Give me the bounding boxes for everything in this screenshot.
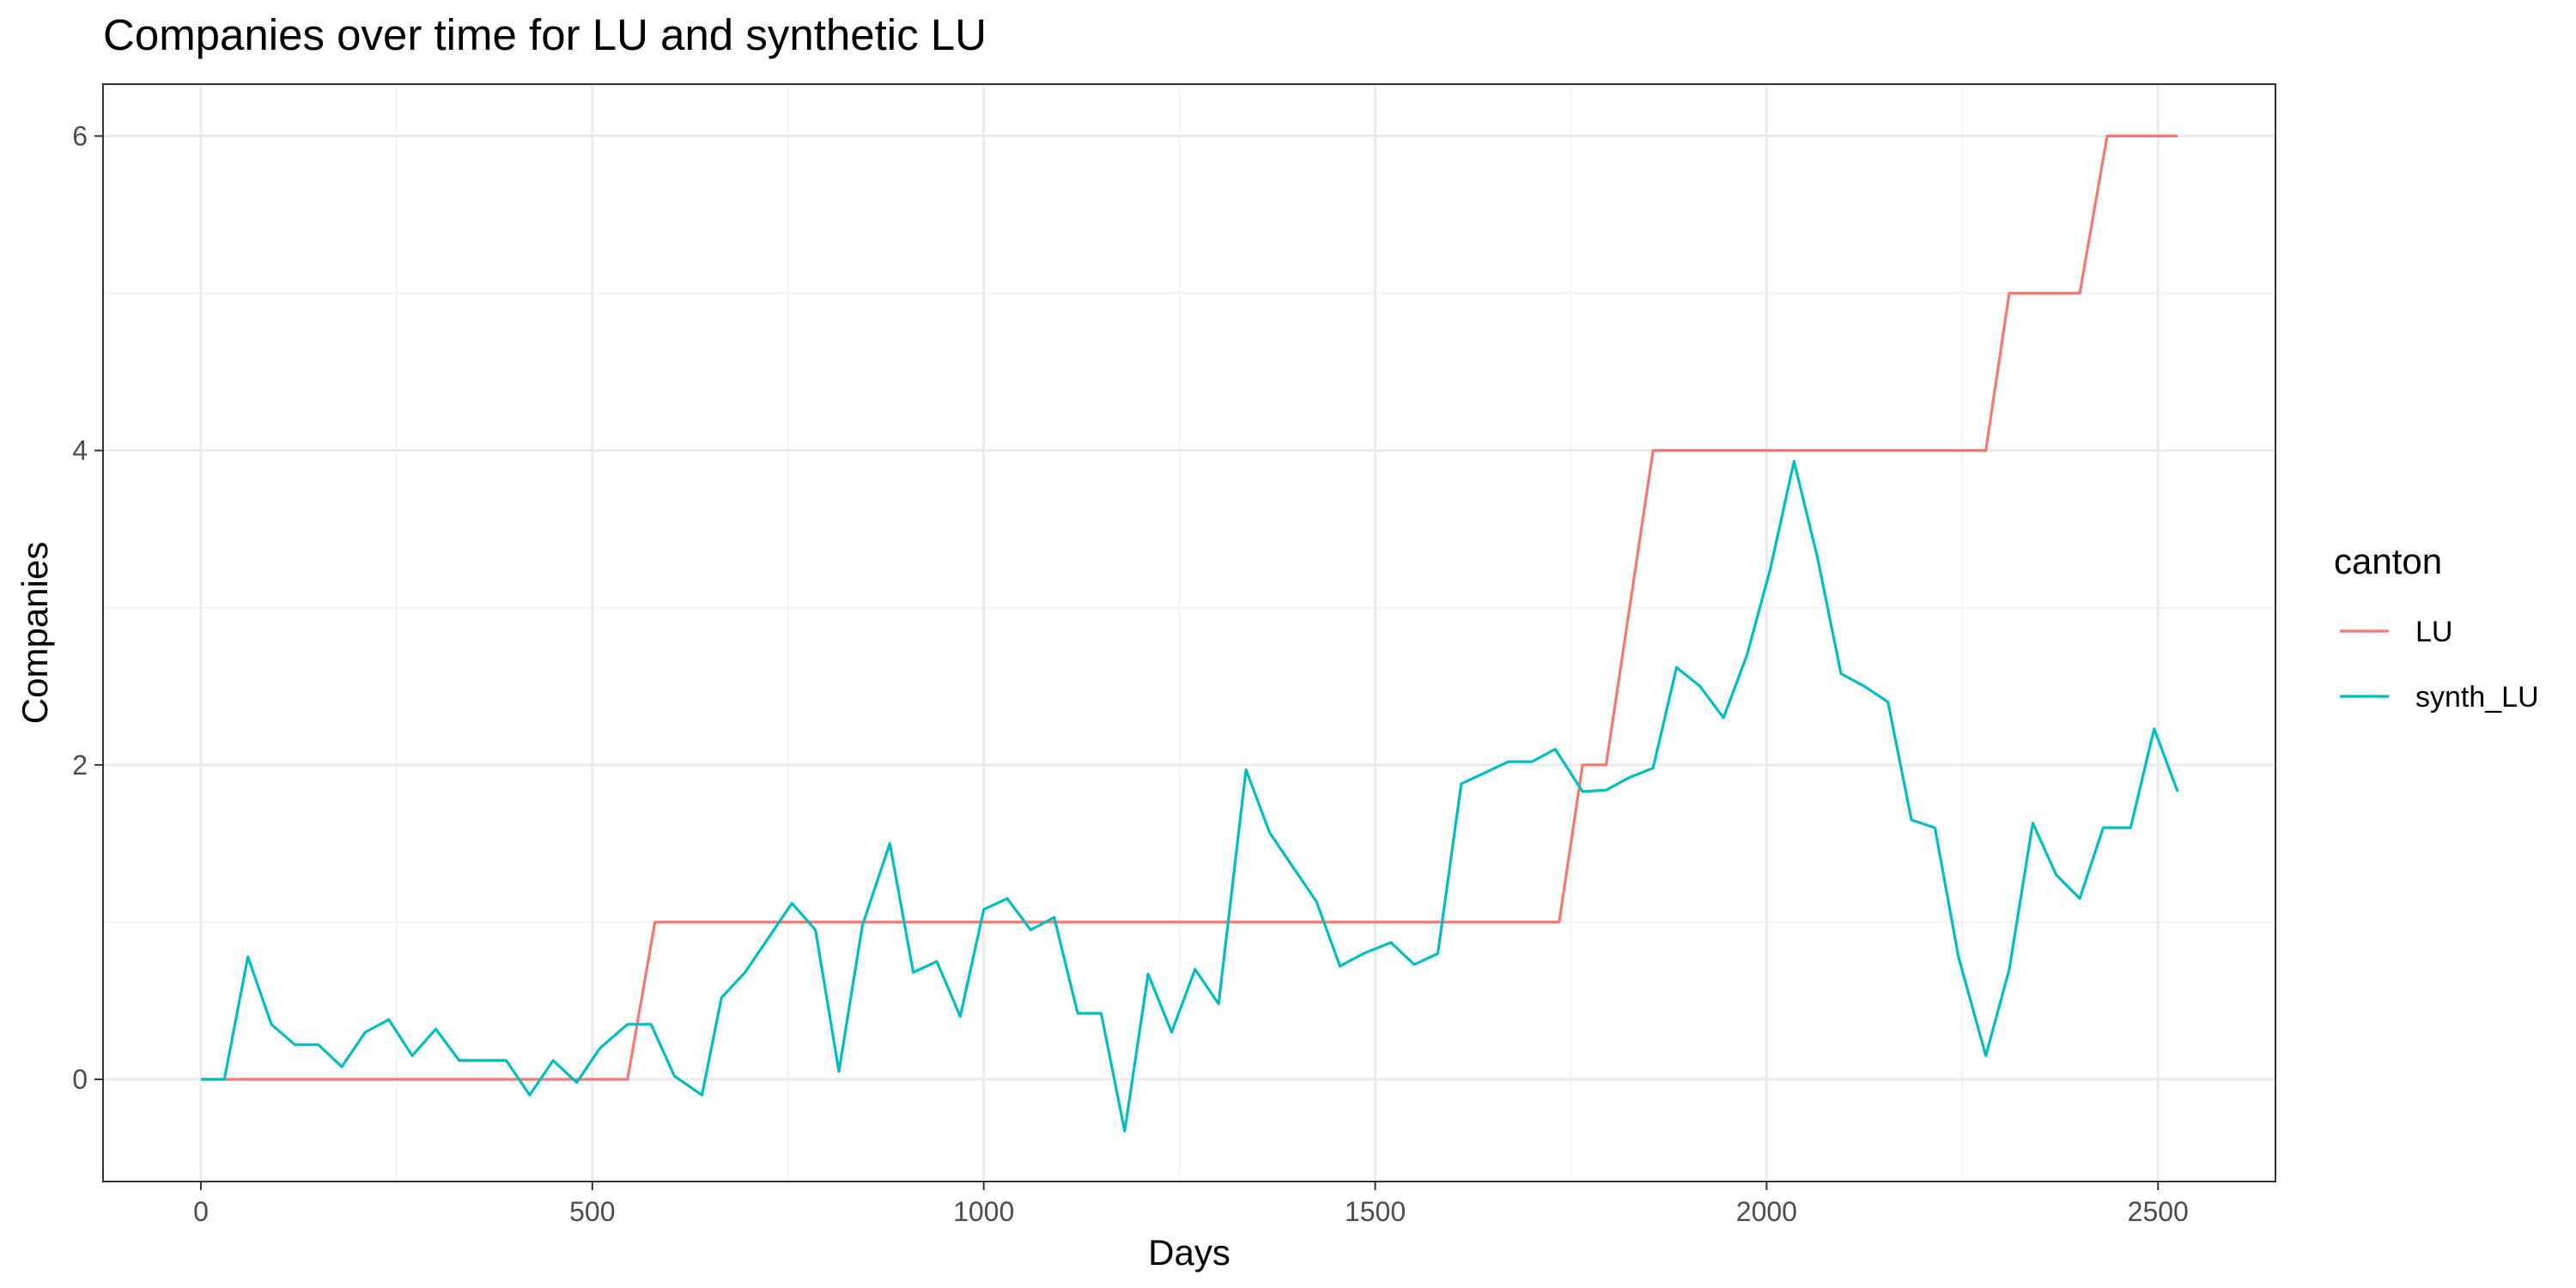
y-axis: 0 2 4 6 bbox=[72, 120, 103, 1095]
plot-border bbox=[102, 83, 2276, 1182]
x-tick-label-3: 1500 bbox=[1345, 1196, 1406, 1227]
x-tick-label-1: 500 bbox=[569, 1196, 615, 1227]
x-tick-label-2: 1000 bbox=[953, 1196, 1014, 1227]
y-axis-title: Companies bbox=[15, 542, 55, 724]
plot-panel bbox=[103, 84, 2275, 1182]
major-gridlines bbox=[103, 84, 2275, 1182]
chart-title: Companies over time for LU and synthetic… bbox=[103, 10, 987, 59]
x-tick-label-0: 0 bbox=[193, 1196, 209, 1227]
y-tick-label-3: 6 bbox=[72, 120, 88, 151]
legend: canton LU synth_LU bbox=[2334, 541, 2539, 714]
legend-label-0: LU bbox=[2415, 616, 2452, 648]
y-tick-label-2: 4 bbox=[72, 435, 88, 466]
series-lines bbox=[201, 134, 2179, 1133]
x-tick-label-5: 2500 bbox=[2128, 1196, 2189, 1227]
x-axis: 0 500 1000 1500 2000 2500 bbox=[193, 1182, 2189, 1227]
x-tick-label-4: 2000 bbox=[1736, 1196, 1797, 1227]
legend-label-1: synth_LU bbox=[2415, 681, 2539, 714]
y-tick-label-0: 0 bbox=[72, 1064, 88, 1095]
series-line-synth-lu bbox=[201, 459, 2179, 1133]
x-axis-title: Days bbox=[1148, 1232, 1230, 1273]
legend-items: LU synth_LU bbox=[2340, 616, 2539, 714]
legend-title: canton bbox=[2334, 541, 2442, 581]
series-line-lu bbox=[201, 134, 2178, 1081]
y-tick-label-1: 2 bbox=[72, 750, 88, 781]
